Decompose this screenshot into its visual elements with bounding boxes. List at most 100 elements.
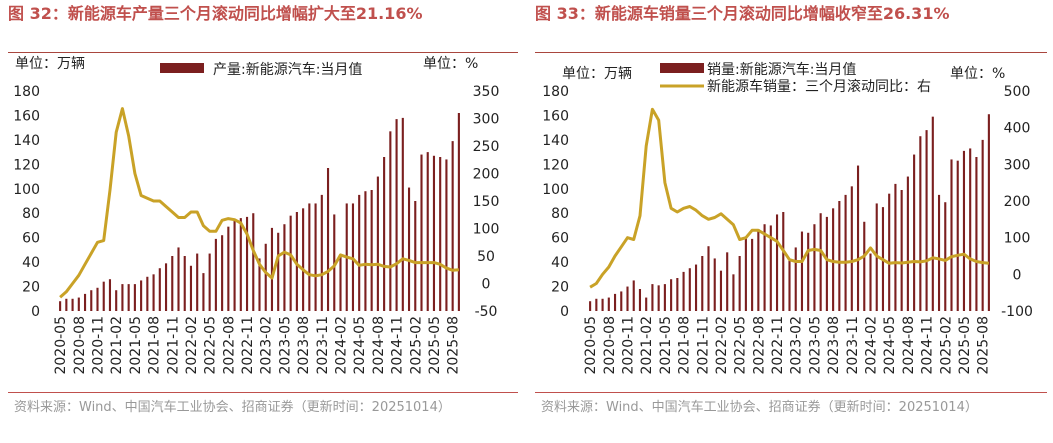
left-tick-label: 20 <box>551 280 569 296</box>
x-tick-label: 2021-08 <box>677 316 693 375</box>
bar <box>626 286 629 311</box>
bar <box>713 258 716 311</box>
bar <box>364 191 367 311</box>
bar <box>782 212 785 311</box>
bar <box>937 194 941 311</box>
bar <box>744 237 747 311</box>
bar <box>925 130 928 311</box>
bar <box>401 117 404 311</box>
left-tick-label: 80 <box>22 206 40 222</box>
bar <box>158 268 161 311</box>
source-note: 资料来源：Wind、中国汽车工业协会、招商证券（更新时间：20251014） <box>541 400 978 415</box>
bar <box>214 238 217 311</box>
source-note: 资料来源：Wind、中国汽车工业协会、招商证券（更新时间：20251014） <box>14 400 451 415</box>
bar <box>376 176 379 311</box>
bar <box>663 284 666 311</box>
bar <box>950 159 953 311</box>
chart-panel-production: 图 32：新能源车产量三个月滚动同比增幅扩大至21.16% 单位：万辆 单位：% 0… <box>0 0 524 443</box>
x-tick-label: 2024-05 <box>352 316 368 375</box>
left-tick-label: 100 <box>542 182 569 198</box>
legend-label-line: 新能源车销量：三个月滚动同比：右 <box>707 78 931 95</box>
bar <box>969 148 972 311</box>
bar <box>645 297 648 311</box>
bar <box>121 284 124 311</box>
bar <box>751 238 754 311</box>
bar <box>657 285 660 311</box>
bar <box>333 214 336 311</box>
bar <box>439 157 442 311</box>
x-tick-label: 2021-11 <box>165 316 181 375</box>
bar <box>370 190 373 311</box>
x-tick-label: 2022-11 <box>240 316 256 375</box>
left-tick-label: 20 <box>22 280 40 296</box>
x-tick-label: 2023-02 <box>789 316 805 375</box>
right-unit-label: 单位：% <box>423 56 478 72</box>
x-tick-label: 2020-11 <box>621 316 637 375</box>
bar <box>177 247 180 311</box>
bar <box>208 253 211 311</box>
bar <box>919 136 922 311</box>
bar <box>270 227 274 311</box>
x-tick-label: 2025-02 <box>408 316 424 375</box>
left-tick-label: 120 <box>13 157 40 173</box>
bar <box>601 298 604 311</box>
left-unit-label: 单位：万辆 <box>562 66 632 82</box>
right-tick-label: 300 <box>473 112 500 128</box>
x-tick-label: 2020-08 <box>602 316 618 375</box>
x-tick-label: 2025-05 <box>957 316 973 375</box>
right-tick-label: 350 <box>473 84 500 100</box>
x-tick-label: 2022-05 <box>203 316 219 375</box>
production-chart: 单位：万辆 单位：% 0 20 40 60 80 100 120 140 160 180 -50 0 50 1… <box>13 56 500 375</box>
source-rule <box>8 392 518 393</box>
bar <box>595 298 598 311</box>
left-tick-label: 140 <box>542 133 569 149</box>
bar <box>987 114 990 311</box>
bar <box>775 214 779 311</box>
bar <box>844 194 847 311</box>
right-tick-label: 0 <box>482 277 491 293</box>
bar <box>171 256 174 311</box>
bar <box>420 154 423 311</box>
bar <box>900 190 903 311</box>
bar <box>620 291 623 311</box>
x-tick-label: 2020-05 <box>583 316 599 375</box>
bar <box>127 284 130 311</box>
bar <box>164 263 168 311</box>
bar <box>302 208 305 311</box>
bar <box>682 271 685 311</box>
left-tick-label: 60 <box>22 231 40 247</box>
chart-title: 图 32：新能源车产量三个月滚动同比增幅扩大至21.16% <box>8 4 423 23</box>
bar <box>676 278 679 311</box>
x-tick-label: 2022-05 <box>733 316 749 375</box>
sales-chart: 单位：万辆 单位：% 0 20 40 60 80 100 120 140 160 180 -100 0 10… <box>542 61 1033 375</box>
bar <box>389 131 392 311</box>
left-tick-label: 180 <box>13 84 40 100</box>
bar <box>320 194 323 311</box>
bar <box>252 213 255 311</box>
x-tick-label: 2024-05 <box>882 316 898 375</box>
bar <box>888 193 891 311</box>
right-tick-label: 200 <box>473 167 500 183</box>
bar <box>451 141 454 311</box>
line-series <box>589 107 990 289</box>
bar <box>769 225 772 311</box>
line-series <box>59 107 460 299</box>
left-tick-label: 40 <box>22 255 40 271</box>
bar <box>71 298 74 311</box>
left-tick-label: 180 <box>542 84 569 100</box>
x-tick-label: 2021-08 <box>147 316 163 375</box>
x-tick-label: 2020-11 <box>91 316 107 375</box>
bar <box>788 260 791 311</box>
bar <box>850 186 853 311</box>
left-tick-label: 60 <box>551 231 569 247</box>
bar <box>445 159 448 311</box>
left-tick-label: 80 <box>551 206 569 222</box>
bar <box>283 224 286 311</box>
bar <box>432 155 436 311</box>
bar <box>832 208 835 311</box>
x-tick-label: 2022-08 <box>751 316 767 375</box>
title-rule <box>8 52 518 53</box>
left-tick-label: 140 <box>13 133 40 149</box>
x-tick-label: 2025-05 <box>427 316 443 375</box>
chart-panel-sales: 图 33：新能源车销量三个月滚动同比增幅收窄至26.31% 单位：万辆 单位：% 0… <box>527 0 1053 443</box>
